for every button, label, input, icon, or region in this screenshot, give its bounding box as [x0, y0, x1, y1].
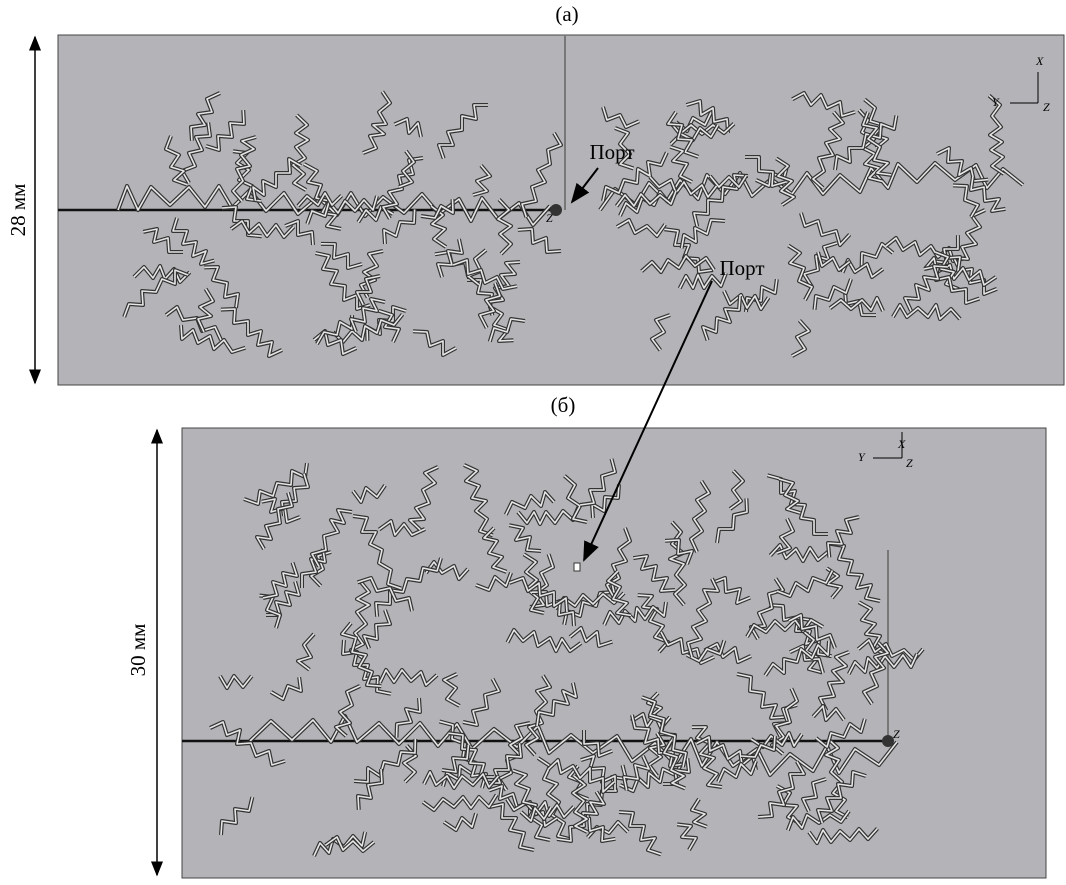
axis-label: X [897, 437, 906, 451]
axis-label: Z [893, 727, 900, 741]
dimension-label: 30 мм [126, 624, 150, 677]
axis-label: X [1035, 54, 1044, 68]
figure: (a) 28 мм Z Порт X Y Z (б) 30 мм Z Порт … [0, 0, 1066, 885]
panel-label: (a) [555, 2, 578, 26]
axis-label: Z [546, 211, 553, 225]
axis-label: Z [1043, 100, 1050, 114]
axis-label: Z [906, 456, 913, 470]
dimension-label: 28 мм [6, 184, 30, 237]
port-label: Порт [719, 256, 764, 280]
panel-label: (б) [551, 393, 576, 417]
port-label: Порт [589, 140, 634, 164]
port-gap [574, 563, 580, 571]
